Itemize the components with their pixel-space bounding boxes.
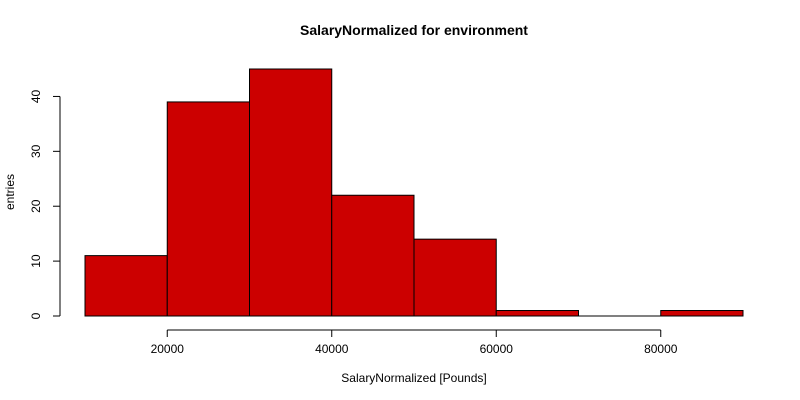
x-axis: 20000 40000 60000 80000 xyxy=(151,329,678,356)
x-axis-label: SalaryNormalized [Pounds] xyxy=(341,371,486,385)
chart-title: SalaryNormalized for environment xyxy=(300,22,528,38)
histogram-bar xyxy=(331,194,415,317)
y-tick-label: 30 xyxy=(29,144,43,158)
y-tick-label: 20 xyxy=(29,199,43,213)
x-tick-label: 20000 xyxy=(151,342,185,356)
histogram-bar xyxy=(660,310,744,317)
y-axis-label: entries xyxy=(3,174,17,210)
y-tick-label: 0 xyxy=(29,312,43,319)
y-tick-label: 10 xyxy=(29,254,43,268)
y-axis: 0 10 20 30 40 xyxy=(29,89,61,319)
bars-group xyxy=(84,68,744,317)
histogram-bar xyxy=(413,238,497,317)
histogram-bar xyxy=(249,68,333,317)
histogram-bar xyxy=(495,310,579,317)
y-tick-label: 40 xyxy=(29,89,43,103)
x-tick-label: 40000 xyxy=(315,342,349,356)
x-tick-label: 80000 xyxy=(644,342,678,356)
histogram-bar xyxy=(84,255,168,317)
x-tick-label: 60000 xyxy=(480,342,514,356)
histogram-bar xyxy=(166,101,250,317)
